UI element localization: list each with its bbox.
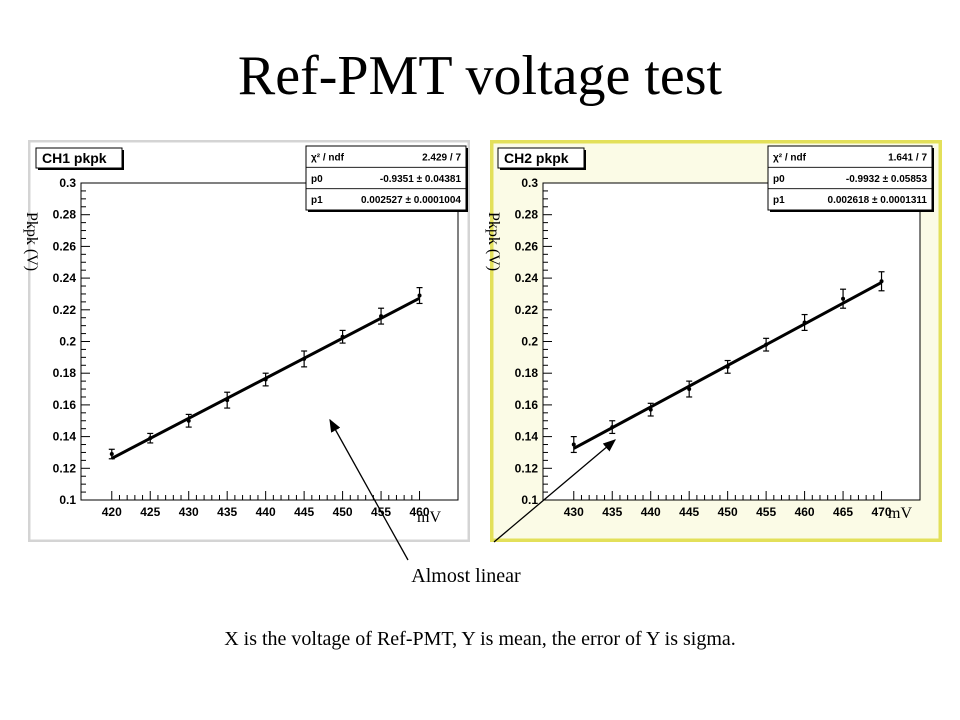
ch1-x-tick-label: 460: [410, 505, 430, 519]
ch1-y-tick-label: 0.3: [59, 176, 76, 190]
ch1-x-tick-label: 450: [333, 505, 353, 519]
ch1-y-tick-label: 0.24: [53, 271, 77, 285]
ch2-y-tick-label: 0.24: [515, 271, 539, 285]
ch1-stats-value: -0.9351 ± 0.04381: [380, 174, 462, 185]
ch1-y-tick-label: 0.1: [59, 493, 76, 507]
ch2-y-tick-label: 0.1: [521, 493, 538, 507]
ch2-stats-label: χ² / ndf: [773, 153, 807, 164]
ch1-x-tick-label: 435: [217, 505, 237, 519]
ch2-x-tick-label: 445: [679, 505, 699, 519]
ch2-stats-value: -0.9932 ± 0.05853: [846, 174, 928, 185]
ch1-y-tick-label: 0.18: [53, 366, 77, 380]
ch1-stats-box: [305, 145, 467, 211]
ch1-x-axis-label: mV: [417, 509, 441, 526]
ch1-data-point: [109, 452, 114, 457]
ch2-y-tick-label: 0.3: [521, 176, 538, 190]
ch2-y-tick-label: 0.2: [521, 335, 538, 349]
ch2-y-tick-label: 0.18: [515, 366, 539, 380]
ch2-data-point: [648, 407, 653, 412]
ch1-data-point: [302, 356, 307, 361]
ch1-stats-value: 0.002527 ± 0.0001004: [361, 195, 461, 206]
ch1-data-point: [148, 436, 153, 441]
ch2-stats-label: p1: [773, 195, 785, 206]
slide-title: Ref-PMT voltage test: [237, 45, 723, 107]
ch1-data-point: [225, 398, 230, 403]
ch2-y-tick-label: 0.28: [515, 208, 539, 222]
ch1-data-point: [379, 314, 384, 319]
chart-ch1-svg: 0.1 0.12 0.14 0.16 0.18 0.2 0.22 0.24 0.26 0.28 0.…: [28, 140, 470, 542]
ch2-data-point: [841, 296, 846, 301]
ch2-stats-value: 0.002618 ± 0.0001311: [828, 195, 928, 206]
ch1-y-tick-label: 0.26: [53, 239, 77, 253]
ch2-y-tick-label: 0.16: [515, 398, 539, 412]
ch1-stats-label: p0: [311, 174, 323, 185]
ch1-y-tick-label: 0.12: [53, 461, 77, 475]
ch1-data-point: [263, 377, 268, 382]
ch1-plot-frame: [80, 182, 459, 501]
ch1-data-point: [340, 334, 345, 339]
ch2-title-box: [497, 147, 585, 169]
ch1-y-tick-label: 0.28: [53, 208, 77, 222]
ch2-data-point: [764, 342, 769, 347]
ch1-y-axis-label: Pkpk (V): [23, 212, 40, 272]
ch2-x-tick-label: 470: [872, 505, 892, 519]
ch2-data-point: [571, 442, 576, 447]
ch1-data-point: [186, 418, 191, 423]
ch2-data-point: [879, 279, 884, 284]
ch2-x-axis-label: mV: [888, 505, 912, 522]
ch2-y-axis-label: Pkpk (V): [485, 212, 502, 272]
ch1-y-tick-label: 0.22: [53, 303, 77, 317]
ch1-y-tick-label: 0.16: [53, 398, 77, 412]
ch1-data-point: [417, 293, 422, 298]
chart-panel-ch1: 0.1 0.12 0.14 0.16 0.18 0.2 0.22 0.24 0.26 0.28 0.…: [28, 140, 470, 542]
ch2-stats-box: [767, 145, 933, 211]
ch2-y-tick-label: 0.26: [515, 239, 539, 253]
ch1-y-tick-label: 0.2: [59, 335, 76, 349]
ch2-x-tick-label: 440: [641, 505, 661, 519]
ch1-x-tick-label: 430: [179, 505, 199, 519]
ch2-data-point: [687, 387, 692, 392]
chart-panel-ch2: 0.1 0.12 0.14 0.16 0.18 0.2 0.22 0.24 0.26 0.28 0.…: [490, 140, 942, 542]
ch1-chart-title: CH1 pkpk: [42, 150, 107, 166]
annotation-almost-linear: Almost linear: [411, 565, 521, 587]
ch2-data-point: [802, 320, 807, 325]
ch2-data-point: [610, 425, 615, 430]
ch2-x-tick-label: 435: [602, 505, 622, 519]
ch1-stats-label: χ² / ndf: [311, 153, 345, 164]
ch1-x-tick-label: 455: [371, 505, 391, 519]
ch2-x-tick-label: 430: [564, 505, 584, 519]
ch2-y-tick-label: 0.12: [515, 461, 539, 475]
ch2-x-tick-label: 450: [718, 505, 738, 519]
ch2-y-tick-label: 0.22: [515, 303, 539, 317]
ch1-y-tick-label: 0.14: [53, 430, 77, 444]
ch1-x-tick-label: 445: [294, 505, 314, 519]
ch2-stats-label: p0: [773, 174, 785, 185]
ch2-data-point: [725, 364, 730, 369]
ch2-stats-value: 1.641 / 7: [888, 153, 927, 164]
ch1-x-tick-label: 440: [256, 505, 276, 519]
ch1-stats-value: 2.429 / 7: [422, 153, 461, 164]
ch2-y-tick-label: 0.14: [515, 430, 539, 444]
ch2-x-tick-label: 460: [795, 505, 815, 519]
ch1-title-box: [35, 147, 123, 169]
ch1-x-tick-label: 425: [140, 505, 160, 519]
ch2-x-tick-label: 465: [833, 505, 853, 519]
ch1-stats-label: p1: [311, 195, 323, 206]
slide-caption: X is the voltage of Ref-PMT, Y is mean, …: [224, 628, 736, 650]
ch2-x-tick-label: 455: [756, 505, 776, 519]
ch2-plot-frame: [542, 182, 921, 501]
ch1-x-tick-label: 420: [102, 505, 122, 519]
ch2-chart-title: CH2 pkpk: [504, 150, 569, 166]
chart-ch2-svg: 0.1 0.12 0.14 0.16 0.18 0.2 0.22 0.24 0.26 0.28 0.…: [490, 140, 942, 542]
